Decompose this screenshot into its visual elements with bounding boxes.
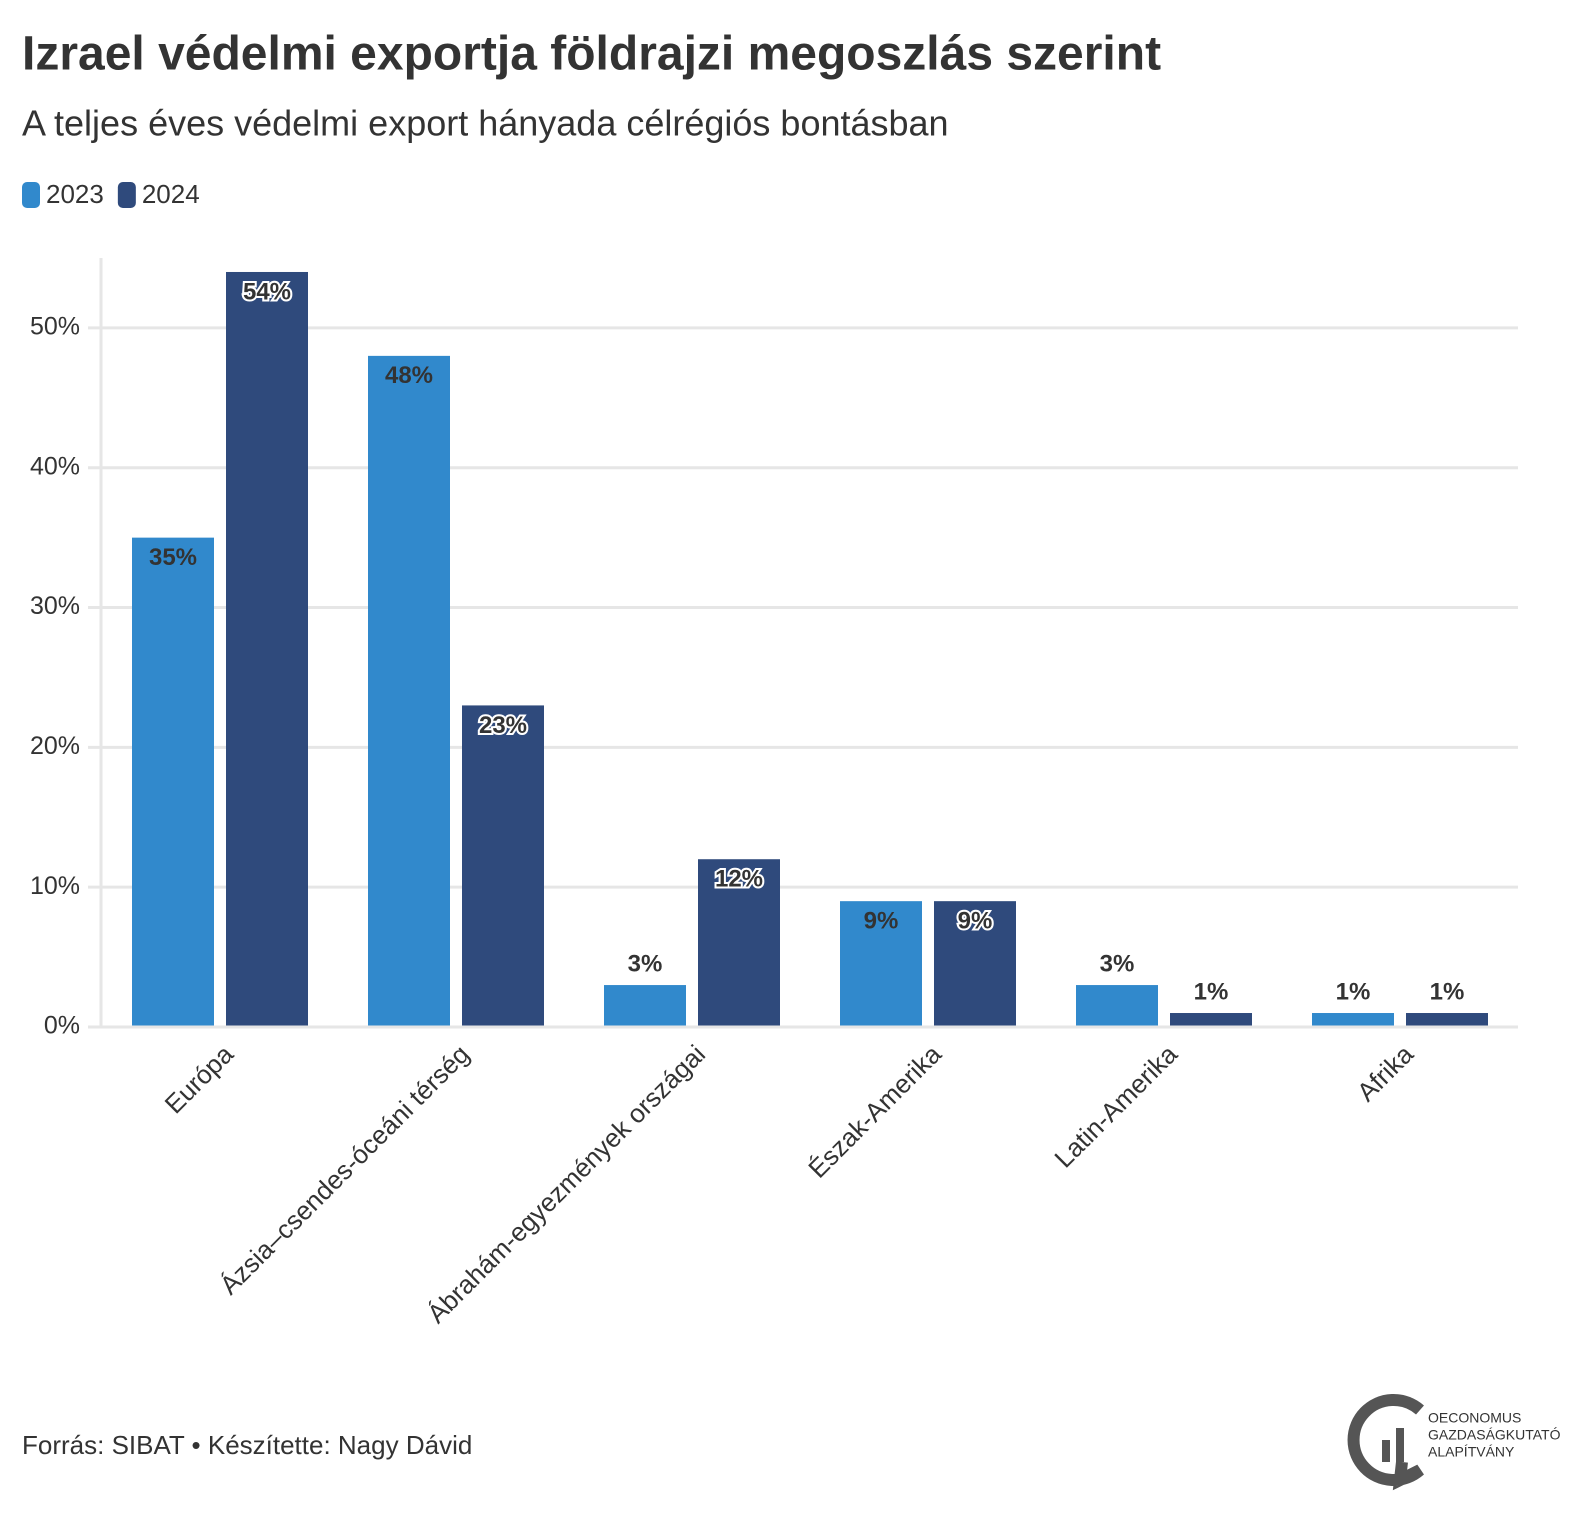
value-label: 1% [1336, 978, 1371, 1005]
x-tick-label: Afrika [1351, 1039, 1420, 1108]
value-label: 9% [958, 908, 993, 935]
bar [1076, 985, 1158, 1027]
value-label: 12% [715, 866, 763, 893]
value-label: 1% [1194, 978, 1229, 1005]
legend-swatch [22, 182, 40, 208]
x-tick-label: Latin-Amerika [1048, 1039, 1183, 1174]
logo-mark [1347, 1394, 1424, 1491]
bar [698, 859, 780, 1027]
bar [1312, 1013, 1394, 1027]
value-label: 3% [628, 950, 663, 977]
legend-label: 2024 [142, 179, 200, 209]
x-tick-label: Észak-Amerika [802, 1039, 947, 1184]
bar [462, 705, 544, 1027]
logo-text: GAZDASÁGKUTATÓ [1428, 1427, 1561, 1443]
bar [226, 271, 308, 1027]
logo-mark [1382, 1440, 1390, 1462]
logo-text: OECONOMUS [1428, 1410, 1521, 1426]
source: Forrás: SIBAT • Készítette: Nagy Dávid [22, 1430, 472, 1460]
chart-subtitle: A teljes éves védelmi export hányada cél… [22, 103, 949, 144]
bar [604, 985, 686, 1027]
bar [132, 537, 214, 1027]
y-tick-label: 20% [30, 732, 80, 760]
y-tick-label: 50% [30, 313, 80, 341]
logo: OECONOMUS GAZDASÁGKUTATÓ ALAPÍTVÁNY [1347, 1394, 1561, 1491]
legend-swatch [117, 182, 136, 208]
chart-title: Izrael védelmi exportja földrajzi megosz… [22, 28, 1161, 81]
value-label: 1% [1430, 978, 1465, 1005]
value-label: 3% [1100, 950, 1135, 977]
x-tick-label: Európa [159, 1039, 240, 1120]
value-label: 48% [385, 362, 433, 389]
bar [934, 901, 1016, 1027]
value-label: 9% [864, 908, 899, 935]
logo-text: ALAPÍTVÁNY [1428, 1444, 1515, 1460]
x-tick-label: Ábrahám-egyezmények országai [421, 1039, 711, 1329]
y-tick-label: 30% [30, 592, 80, 620]
y-tick-label: 10% [30, 872, 80, 900]
bar [368, 355, 450, 1027]
value-label: 54% [243, 278, 291, 305]
bar [840, 901, 922, 1027]
legend-label: 2023 [46, 179, 104, 209]
bar [1406, 1013, 1488, 1027]
y-tick-label: 40% [30, 452, 80, 480]
x-tick-label: Ázsia–csendes-óceáni térség [214, 1039, 475, 1300]
y-tick-label: 0% [44, 1012, 80, 1040]
logo-mark [1396, 1428, 1404, 1462]
bar [1170, 1013, 1252, 1027]
value-label: 23% [479, 712, 527, 739]
value-label: 35% [149, 544, 197, 571]
